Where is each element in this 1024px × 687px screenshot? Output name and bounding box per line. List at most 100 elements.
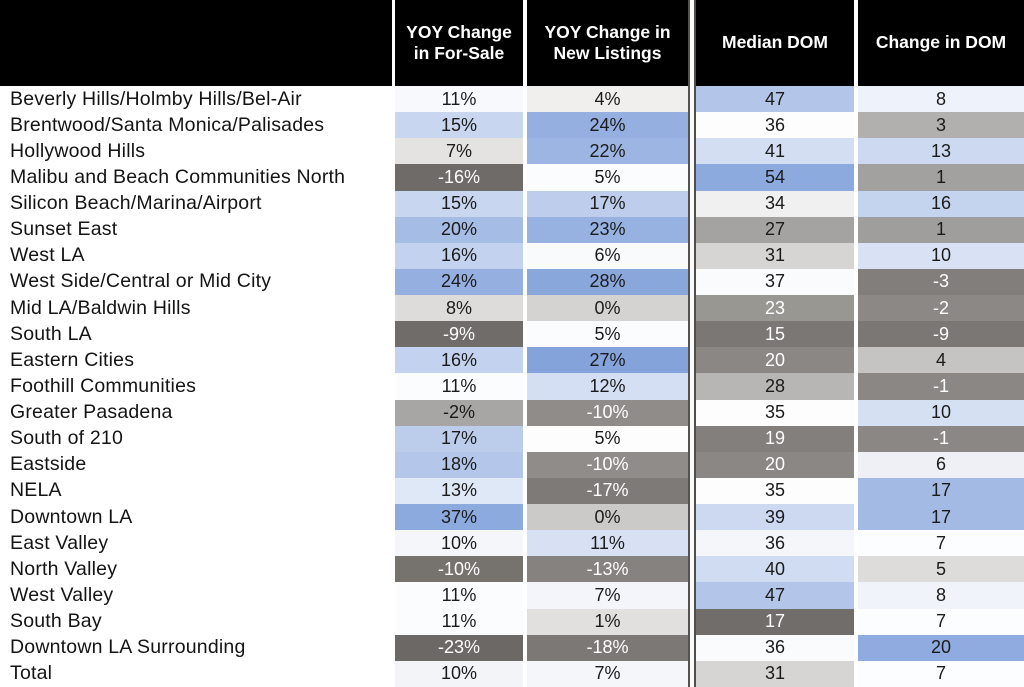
value-cell: 11% (527, 530, 688, 557)
table-row: Eastern Cities 16% 27% 20 4 (0, 347, 1024, 374)
column-gap (523, 608, 527, 635)
value-cell: 39 (696, 504, 854, 531)
table-row: South Bay 11% 1% 17 7 (0, 608, 1024, 635)
column-gap (523, 504, 527, 531)
value-cell: 37% (395, 504, 523, 531)
value-cell: 7 (858, 530, 1024, 557)
value-cell: 47 (696, 582, 854, 609)
value-cell: 36 (696, 112, 854, 139)
column-gap (688, 295, 696, 322)
area-label: Silicon Beach/Marina/Airport (0, 190, 392, 217)
column-gap (392, 582, 395, 609)
value-cell: 4% (527, 86, 688, 113)
table-row: Greater Pasadena -2% -10% 35 10 (0, 399, 1024, 426)
table-row: Total 10% 7% 31 7 (0, 660, 1024, 687)
value-cell: 8 (858, 86, 1024, 113)
column-gap (854, 634, 858, 661)
table-row: West Valley 11% 7% 47 8 (0, 582, 1024, 609)
column-gap (523, 112, 527, 139)
value-cell: -3 (858, 268, 1024, 295)
value-cell: 3 (858, 112, 1024, 139)
column-gap (854, 373, 858, 400)
table-row: Malibu and Beach Communities North -16% 5%… (0, 164, 1024, 191)
value-cell: -13% (527, 556, 688, 583)
value-cell: 27 (696, 216, 854, 243)
table-row: Brentwood/Santa Monica/Palisades 15% 24% 36… (0, 112, 1024, 139)
column-gap (854, 347, 858, 374)
value-cell: 31 (696, 660, 854, 687)
column-gap (392, 530, 395, 557)
column-gap (523, 268, 527, 295)
value-cell: 31 (696, 242, 854, 269)
column-gap (392, 477, 395, 504)
table-row: NELA 13% -17% 35 17 (0, 477, 1024, 504)
column-gap (854, 425, 858, 452)
value-cell: 28% (527, 268, 688, 295)
value-cell: -2 (858, 295, 1024, 322)
value-cell: 20 (696, 347, 854, 374)
column-gap (854, 660, 858, 687)
column-gap (523, 425, 527, 452)
value-cell: 7 (858, 660, 1024, 687)
area-label: Downtown LA Surrounding (0, 634, 392, 661)
value-cell: 35 (696, 477, 854, 504)
header-yoy-change-new-listings: YOY Change in New Listings (527, 0, 688, 86)
area-label: Malibu and Beach Communities North (0, 164, 392, 191)
header-change-in-dom: Change in DOM (858, 0, 1024, 86)
area-label: Brentwood/Santa Monica/Palisades (0, 112, 392, 139)
column-gap (392, 216, 395, 243)
value-cell: 15% (395, 112, 523, 139)
column-gap (523, 164, 527, 191)
value-cell: 5 (858, 556, 1024, 583)
column-gap (854, 112, 858, 139)
column-gap (854, 216, 858, 243)
column-gap (688, 321, 696, 348)
column-gap (392, 268, 395, 295)
area-label: North Valley (0, 556, 392, 583)
table-row: North Valley -10% -13% 40 5 (0, 556, 1024, 583)
column-gap (688, 582, 696, 609)
value-cell: 47 (696, 86, 854, 113)
table-row: East Valley 10% 11% 36 7 (0, 530, 1024, 557)
column-gap (688, 138, 696, 165)
value-cell: 17 (858, 477, 1024, 504)
column-gap (523, 138, 527, 165)
area-label: West Valley (0, 582, 392, 609)
value-cell: 17% (395, 425, 523, 452)
column-gap (392, 347, 395, 374)
column-gap (392, 0, 395, 86)
column-gap (854, 190, 858, 217)
column-gap (523, 530, 527, 557)
value-cell: 15 (696, 321, 854, 348)
column-gap (523, 190, 527, 217)
value-cell: 17% (527, 190, 688, 217)
column-gap (523, 373, 527, 400)
area-label: Sunset East (0, 216, 392, 243)
area-label: East Valley (0, 530, 392, 557)
column-gap (854, 477, 858, 504)
column-gap (854, 164, 858, 191)
table-row: West Side/Central or Mid City 24% 28% 37 -3 (0, 268, 1024, 295)
value-cell: 8 (858, 582, 1024, 609)
column-gap (523, 451, 527, 478)
column-gap (392, 660, 395, 687)
value-cell: 1 (858, 164, 1024, 191)
value-cell: -1 (858, 425, 1024, 452)
column-gap (392, 164, 395, 191)
column-gap (688, 190, 696, 217)
column-gap (854, 582, 858, 609)
column-gap (392, 634, 395, 661)
value-cell: 36 (696, 530, 854, 557)
column-gap (392, 138, 395, 165)
value-cell: 10% (395, 660, 523, 687)
column-gap (523, 347, 527, 374)
column-gap (688, 399, 696, 426)
area-label: West Side/Central or Mid City (0, 268, 392, 295)
value-cell: 54 (696, 164, 854, 191)
column-gap (523, 660, 527, 687)
value-cell: 16 (858, 190, 1024, 217)
area-label: Total (0, 660, 392, 687)
column-gap (854, 530, 858, 557)
table-row: Downtown LA 37% 0% 39 17 (0, 504, 1024, 531)
column-gap (523, 242, 527, 269)
